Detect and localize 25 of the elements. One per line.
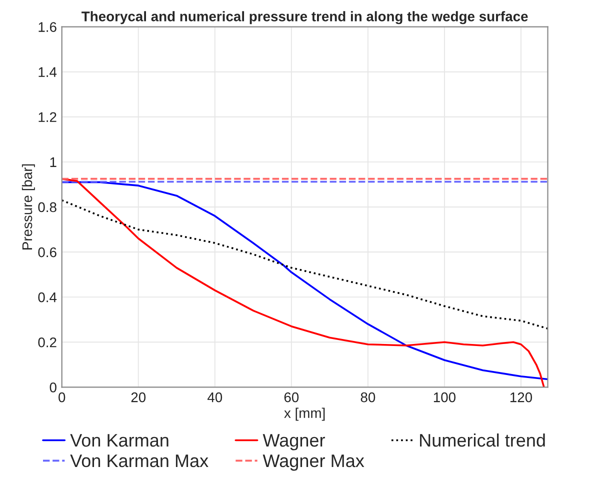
y-tick-label: 1.2 [38,112,56,122]
y-axis-title: Pressure [bar] [22,164,35,250]
x-tick-label: 60 [284,392,299,402]
x-tick-label: 20 [131,392,146,402]
x-tick-label: 80 [360,392,376,402]
x-tick-label: 120 [510,392,532,402]
y-tick-label: 0.6 [38,247,56,258]
line-series [62,199,548,330]
x-tick-label: 100 [434,392,456,402]
legend-label: Wagner Max [262,454,364,471]
y-tick-label: 1 [50,157,56,167]
legend-label: Wagner [262,434,325,450]
legend-label: Numerical trend [420,433,545,447]
legend-label: Von Karman Max [70,454,208,468]
x-tick-label: 0 [58,392,66,402]
x-axis-title: x [mm] [284,408,325,421]
x-tick-label: 40 [207,392,222,402]
y-tick-label: 0 [50,382,56,392]
y-tick-label: 0.4 [38,292,57,302]
y-tick-label: 1.6 [38,22,56,32]
legend-label: Von Karman [70,434,168,447]
chart-title: Theorycal and numerical pressure trend in along the wedge surface [82,11,528,24]
y-tick-label: 0.8 [38,202,56,212]
y-tick-label: 1.4 [38,67,57,77]
y-tick-label: 0.2 [38,337,56,348]
